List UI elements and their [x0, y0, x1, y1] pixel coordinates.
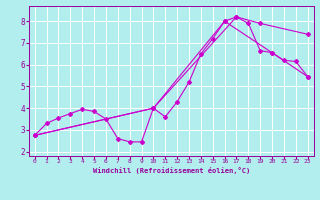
X-axis label: Windchill (Refroidissement éolien,°C): Windchill (Refroidissement éolien,°C) — [92, 167, 250, 174]
